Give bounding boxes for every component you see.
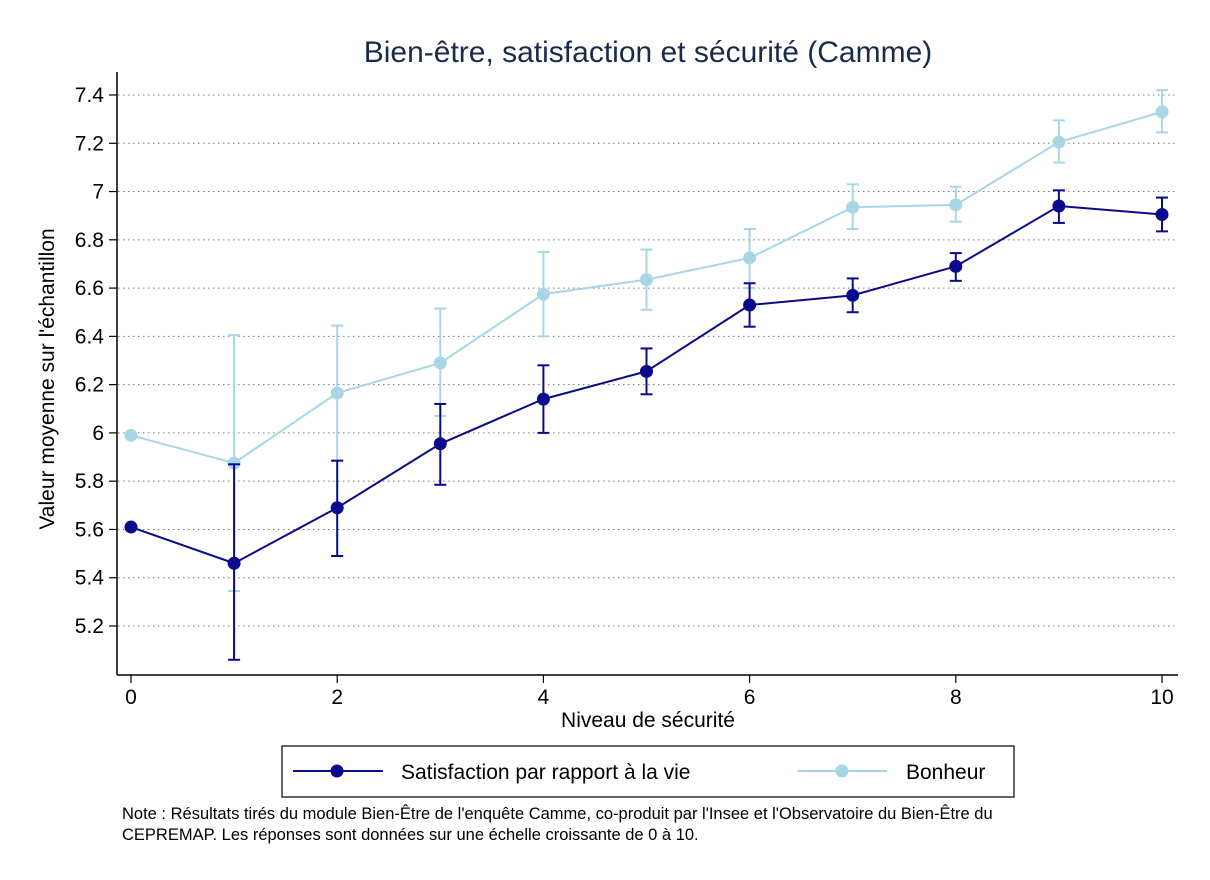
series-layer — [124, 89, 1169, 661]
y-tick-label: 5.6 — [75, 518, 104, 541]
y-tick-label: 6.6 — [75, 277, 104, 300]
data-point-bonheur — [124, 428, 138, 442]
x-tick-label: 8 — [950, 686, 962, 709]
data-point-bonheur — [949, 198, 963, 212]
y-tick-label: 7.4 — [75, 84, 105, 107]
legend-frame — [281, 745, 1015, 798]
data-point-satisfaction — [227, 556, 241, 570]
y-tick-label: 5.2 — [75, 615, 104, 638]
data-point-bonheur — [1052, 135, 1066, 149]
data-point-bonheur — [330, 386, 344, 400]
series-bonheur — [124, 89, 1169, 593]
chart-title: Bien-être, satisfaction et sécurité (Cam… — [364, 36, 933, 69]
x-tick-label: 0 — [125, 686, 137, 709]
data-point-bonheur — [536, 287, 550, 301]
chart-note-line-2: CEPREMAP. Les réponses sont données sur … — [122, 826, 699, 844]
y-tick-label: 6.8 — [75, 229, 104, 252]
data-point-satisfaction — [846, 288, 860, 302]
y-tick-label: 6.2 — [75, 374, 104, 397]
y-tick-label: 6.4 — [75, 325, 105, 348]
data-point-bonheur — [433, 356, 447, 370]
data-point-satisfaction — [743, 298, 757, 312]
legend-marker-satisfaction — [330, 764, 344, 778]
y-tick-label: 7 — [92, 181, 104, 204]
x-tick-label: 2 — [331, 686, 343, 709]
legend-marker-bonheur — [835, 764, 849, 778]
y-tick-label: 5.4 — [75, 567, 105, 590]
data-point-satisfaction — [536, 392, 550, 406]
data-point-bonheur — [1155, 105, 1169, 119]
x-axis-ticks: 0 2 4 6 8 10 — [125, 675, 1174, 709]
data-point-satisfaction — [640, 364, 653, 378]
x-tick-label: 10 — [1150, 686, 1173, 709]
grid-lines — [118, 94, 1176, 627]
x-tick-label: 6 — [744, 686, 756, 709]
x-tick-label: 4 — [538, 686, 550, 709]
y-tick-label: 7.2 — [75, 132, 104, 155]
data-point-satisfaction — [1052, 199, 1066, 213]
data-point-bonheur — [846, 200, 860, 214]
data-point-satisfaction — [330, 501, 344, 515]
legend-label-bonheur: Bonheur — [906, 761, 985, 784]
data-point-bonheur — [227, 456, 241, 470]
chart-note-line-1: Note : Résultats tirés du module Bien-Êt… — [122, 805, 993, 823]
x-axis-label: Niveau de sécurité — [561, 709, 735, 732]
y-axis-ticks: 5.2 5.4 5.6 5.8 6 6.2 6.4 6.6 6.8 7 7.2 7.4 — [75, 84, 117, 638]
y-axis-label: Valeur moyenne sur l'échantillon — [36, 228, 59, 529]
data-point-satisfaction — [1155, 207, 1169, 221]
data-point-satisfaction — [433, 437, 447, 451]
data-point-bonheur — [743, 251, 757, 265]
data-point-satisfaction — [949, 259, 963, 273]
line-chart: Bien-être, satisfaction et sécurité (Cam… — [36, 36, 1178, 798]
series-satisfaction — [124, 189, 1169, 661]
legend-label-satisfaction: Satisfaction par rapport à la vie — [401, 761, 691, 784]
y-tick-label: 6 — [92, 422, 104, 445]
data-point-satisfaction — [124, 520, 138, 534]
y-tick-label: 5.8 — [75, 470, 104, 493]
chart-note: Note : Résultats tirés du module Bien-Êt… — [122, 804, 1162, 846]
data-point-bonheur — [640, 273, 653, 287]
legend: Satisfaction par rapport à la vie Bonheu… — [281, 745, 1015, 798]
